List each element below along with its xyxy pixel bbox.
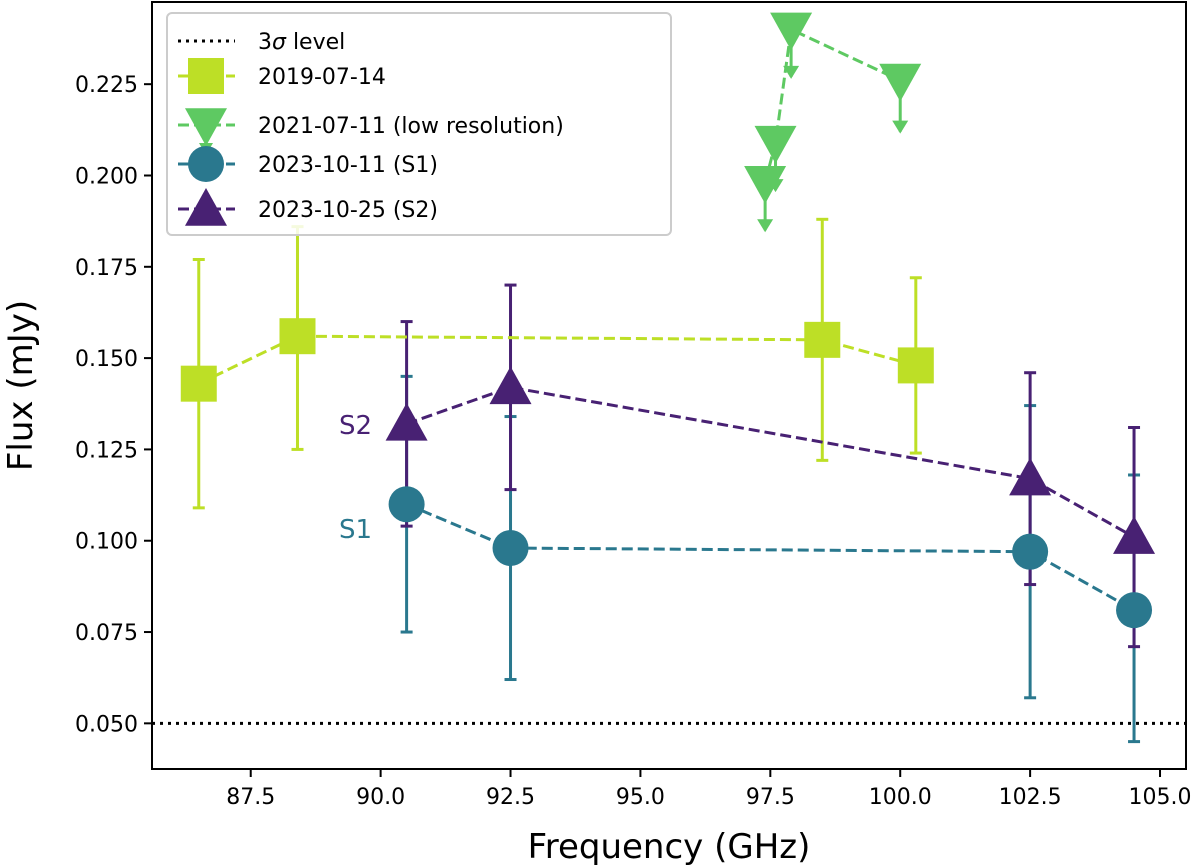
legend-label-series-2: 2023-10-11 (S1) <box>258 153 438 178</box>
series-0-point <box>804 321 841 358</box>
y-tick-label: 0.200 <box>75 164 138 189</box>
series-2-point <box>1012 533 1049 570</box>
x-tick-label: 90.0 <box>356 785 405 810</box>
legend-label-series-3: 2023-10-25 (S2) <box>258 198 438 223</box>
series-2-line <box>406 502 1135 612</box>
x-tick-label: 92.5 <box>486 785 535 810</box>
legend-series-1-marker <box>185 108 227 146</box>
legend-threshold-sigma: σ <box>272 30 287 55</box>
x-axis-label: Frequency (GHz) <box>528 827 811 867</box>
upper-limit-arrow-head <box>757 219 774 233</box>
series-0-point <box>897 347 934 384</box>
annotation-s1: S1 <box>339 515 372 545</box>
series-3-point <box>385 402 428 441</box>
plot-frame <box>151 1 1187 770</box>
series-2-point <box>1116 592 1153 629</box>
series-1-point <box>770 12 813 51</box>
y-tick-label: 0.175 <box>75 256 138 281</box>
y-tick-label: 0.100 <box>75 530 138 555</box>
y-axis-label: Flux (mJy) <box>1 300 41 471</box>
series-3-point <box>1009 457 1052 496</box>
y-tick-label: 0.150 <box>75 347 138 372</box>
series-2-point <box>388 486 425 523</box>
x-tick-label: 105.0 <box>1129 785 1192 810</box>
legend-series-2-marker <box>188 146 224 182</box>
x-tick-label: 100.0 <box>869 785 932 810</box>
upper-limit-arrow-head <box>892 120 909 134</box>
legend-series-3-marker <box>185 188 227 226</box>
series-2-point <box>492 530 529 567</box>
series-0-point <box>279 318 316 355</box>
y-tick-label: 0.050 <box>75 712 138 737</box>
annotation-s2: S2 <box>339 411 372 441</box>
x-tick-label: 97.5 <box>746 785 795 810</box>
x-tick-label: 102.5 <box>999 785 1062 810</box>
x-tick-label: 95.0 <box>616 785 665 810</box>
series-0-point <box>180 365 217 402</box>
series-1-point <box>879 63 922 102</box>
y-tick-label: 0.075 <box>75 621 138 646</box>
legend-box <box>166 12 672 236</box>
legend-series-0-marker <box>188 58 224 94</box>
legend-label-series-0: 2019-07-14 <box>258 65 386 90</box>
series-1-point <box>754 125 797 164</box>
y-tick-label: 0.125 <box>75 438 138 463</box>
y-tick-label: 0.225 <box>75 73 138 98</box>
legend-label-threshold: 3σ level <box>258 30 345 55</box>
series-3-point <box>489 366 532 405</box>
legend-label-series-1: 2021-07-11 (low resolution) <box>258 114 564 139</box>
series-3-point <box>1113 516 1156 554</box>
series-1-line <box>763 27 901 184</box>
legend-threshold-suffix: level <box>286 30 345 55</box>
series-1-point <box>744 165 787 204</box>
legend-threshold-prefix: 3 <box>258 30 272 55</box>
series-0-line <box>198 334 917 386</box>
series-3-line <box>406 385 1135 539</box>
x-tick-label: 87.5 <box>226 785 275 810</box>
